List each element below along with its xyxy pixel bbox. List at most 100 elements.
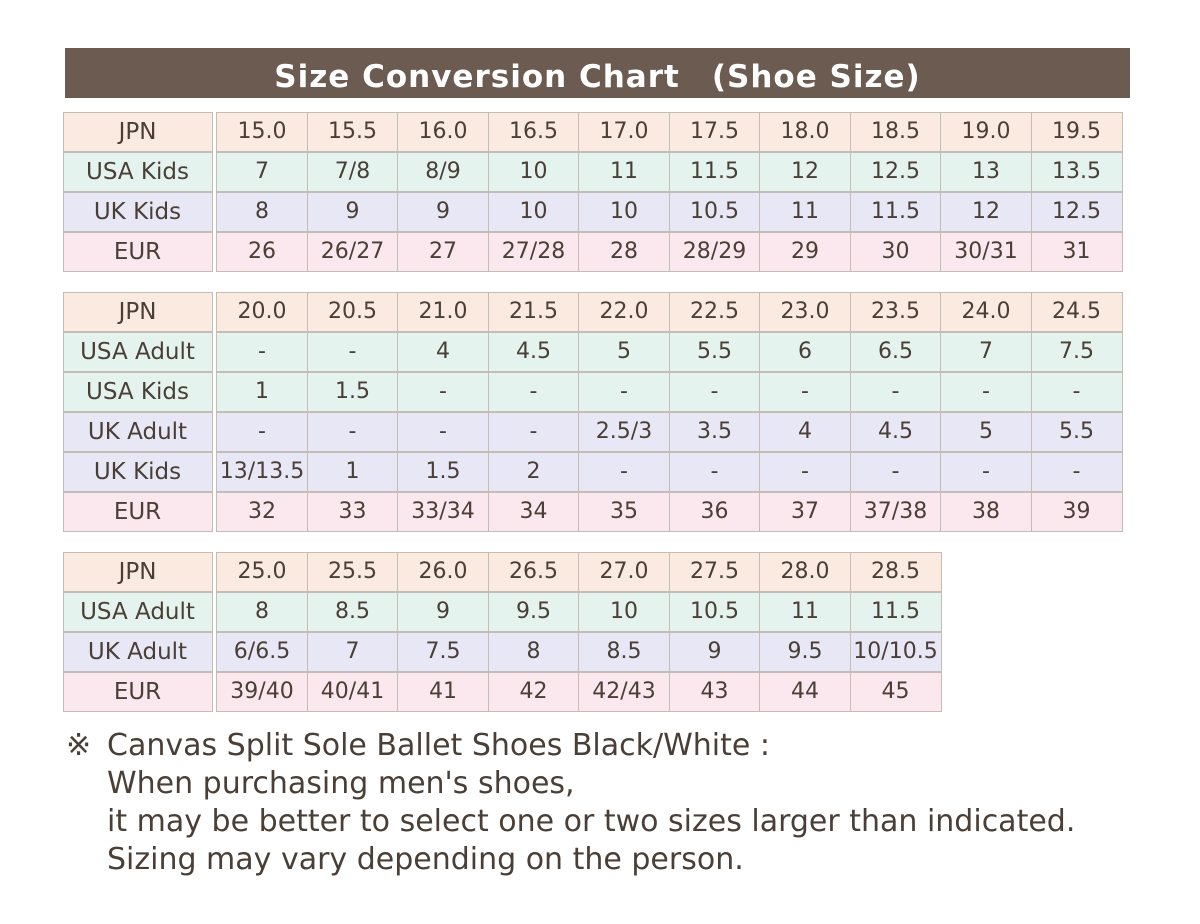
- row-header: USA Kids: [62, 371, 213, 412]
- size-cell: 22.5: [668, 291, 761, 332]
- size-cell: 5: [578, 331, 670, 372]
- size-cell: 7: [306, 631, 399, 672]
- size-cell: 9: [397, 591, 489, 632]
- size-cell: 4.5: [849, 411, 942, 452]
- table-row: USA Kids 7 7/8 8/9 10 11 11.5 12 12.5 13 13.5: [62, 151, 1123, 193]
- size-cell: 3.5: [668, 411, 761, 452]
- size-cell: 31: [1030, 231, 1123, 272]
- footnote-line: Sizing may vary depending on the person.: [107, 842, 744, 877]
- chart-title-bar: Size Conversion Chart (Shoe Size): [65, 48, 1130, 98]
- size-cell: 19.0: [940, 111, 1032, 152]
- size-cell: 33: [306, 491, 399, 532]
- size-cell: 38: [940, 491, 1032, 532]
- size-cell: 17.5: [668, 111, 761, 152]
- size-cell: 44: [759, 671, 851, 712]
- size-cell: 13/13.5: [216, 451, 308, 492]
- size-cell: 15.0: [216, 111, 308, 152]
- size-cell: -: [940, 371, 1032, 412]
- size-cell: -: [397, 411, 489, 452]
- size-cell: 16.0: [397, 111, 489, 152]
- table-row: UK Adult - - - -2.5/3 3.5 4 4.5 5 5.5: [62, 411, 1123, 453]
- size-cell: 10: [578, 591, 670, 632]
- size-cell: -: [578, 371, 670, 412]
- table-row: EUR 26 26/27 27 27/28 28 28/29 29 30 30/31 31: [62, 231, 1123, 273]
- size-cell: 41: [397, 671, 489, 712]
- size-cell: 7.5: [397, 631, 489, 672]
- size-cell: -: [216, 331, 308, 372]
- size-cell: 12.5: [849, 151, 942, 192]
- table-row: JPN 15.0 15.5 16.0 16.5 17.0 17.5 18.0 18.5 19.0 1…: [62, 111, 1123, 153]
- size-cell: 24.5: [1030, 291, 1123, 332]
- size-cell: 13: [940, 151, 1032, 192]
- size-cell: 6.5: [849, 331, 942, 372]
- size-cell: 8: [216, 191, 308, 232]
- size-cell: 39/40: [216, 671, 308, 712]
- size-cell: 25.0: [216, 551, 308, 592]
- size-cell: 10.5: [668, 191, 761, 232]
- size-cell: 29: [759, 231, 851, 272]
- chart-title: Size Conversion Chart (Shoe Size): [274, 58, 921, 95]
- size-cell: 9: [306, 191, 399, 232]
- size-cell: 4.5: [487, 331, 580, 372]
- size-cell: 9: [668, 631, 761, 672]
- size-cell: 18.0: [759, 111, 851, 152]
- size-cell: 28.0: [759, 551, 851, 592]
- size-cell: 26: [216, 231, 308, 272]
- row-header: UK Adult: [62, 631, 213, 672]
- size-cell: 26.0: [397, 551, 489, 592]
- size-cell: 10: [578, 191, 670, 232]
- row-header: JPN: [62, 551, 213, 592]
- size-cell: 18.5: [849, 111, 942, 152]
- size-cell: 30/31: [940, 231, 1032, 272]
- size-cell: 26/27: [306, 231, 399, 272]
- table-row: JPN 25.0 25.5 26.0 26.5 27.0 27.5 28.0 28.5: [62, 551, 942, 593]
- size-cell: 10.5: [668, 591, 761, 632]
- row-header: EUR: [62, 671, 213, 712]
- row-header: USA Adult: [62, 331, 213, 372]
- size-cell: 37/38: [849, 491, 942, 532]
- size-cell: 27: [397, 231, 489, 272]
- row-header: UK Kids: [62, 451, 213, 492]
- size-cell: 11.5: [668, 151, 761, 192]
- footnote-line: When purchasing men's shoes,: [107, 766, 575, 801]
- size-cell: 27.0: [578, 551, 670, 592]
- size-cell: 37: [759, 491, 851, 532]
- size-cell: 1.5: [306, 371, 399, 412]
- size-cell: 45: [849, 671, 942, 712]
- size-cell: 17.0: [578, 111, 670, 152]
- size-cell: 42/43: [578, 671, 670, 712]
- size-cell: 26.5: [487, 551, 580, 592]
- size-cell: 9: [397, 191, 489, 232]
- row-header: UK Adult: [62, 411, 213, 452]
- size-cell: 9.5: [759, 631, 851, 672]
- size-cell: 8.5: [306, 591, 399, 632]
- size-cell: -: [849, 451, 942, 492]
- size-cell: 5.5: [1030, 411, 1123, 452]
- table-row: JPN 20.0 20.5 21.0 21.5 22.0 22.5 23.0 23.5 24.0 2…: [62, 291, 1123, 333]
- size-cell: 23.0: [759, 291, 851, 332]
- size-cell: 8/9: [397, 151, 489, 192]
- size-cell: 10: [487, 151, 580, 192]
- size-cell: 6/6.5: [216, 631, 308, 672]
- size-cell: 6: [759, 331, 851, 372]
- size-table-adult: JPN 25.0 25.5 26.0 26.5 27.0 27.5 28.0 28.5 USA A…: [62, 551, 942, 713]
- size-cell: 19.5: [1030, 111, 1123, 152]
- size-cell: 2: [487, 451, 580, 492]
- table-row: EUR 39/40 40/41 41 42 42/43 43 44 45: [62, 671, 942, 713]
- size-cell: 21.0: [397, 291, 489, 332]
- table-row: EUR 32 33 33/34 34 35 36 37 37/38 38 39: [62, 491, 1123, 533]
- size-cell: 11: [578, 151, 670, 192]
- size-cell: 34: [487, 491, 580, 532]
- size-cell: 4: [759, 411, 851, 452]
- size-cell: 11: [759, 191, 851, 232]
- size-cell: -: [668, 451, 761, 492]
- size-cell: -: [216, 411, 308, 452]
- row-header: UK Kids: [62, 191, 213, 232]
- size-cell: 43: [668, 671, 761, 712]
- row-header: JPN: [62, 111, 213, 152]
- footnote-line: ※ Canvas Split Sole Ballet Shoes Black/Wh…: [66, 727, 1176, 765]
- size-cell: -: [940, 451, 1032, 492]
- size-cell: 22.0: [578, 291, 670, 332]
- size-cell: 20.5: [306, 291, 399, 332]
- size-cell: -: [397, 371, 489, 412]
